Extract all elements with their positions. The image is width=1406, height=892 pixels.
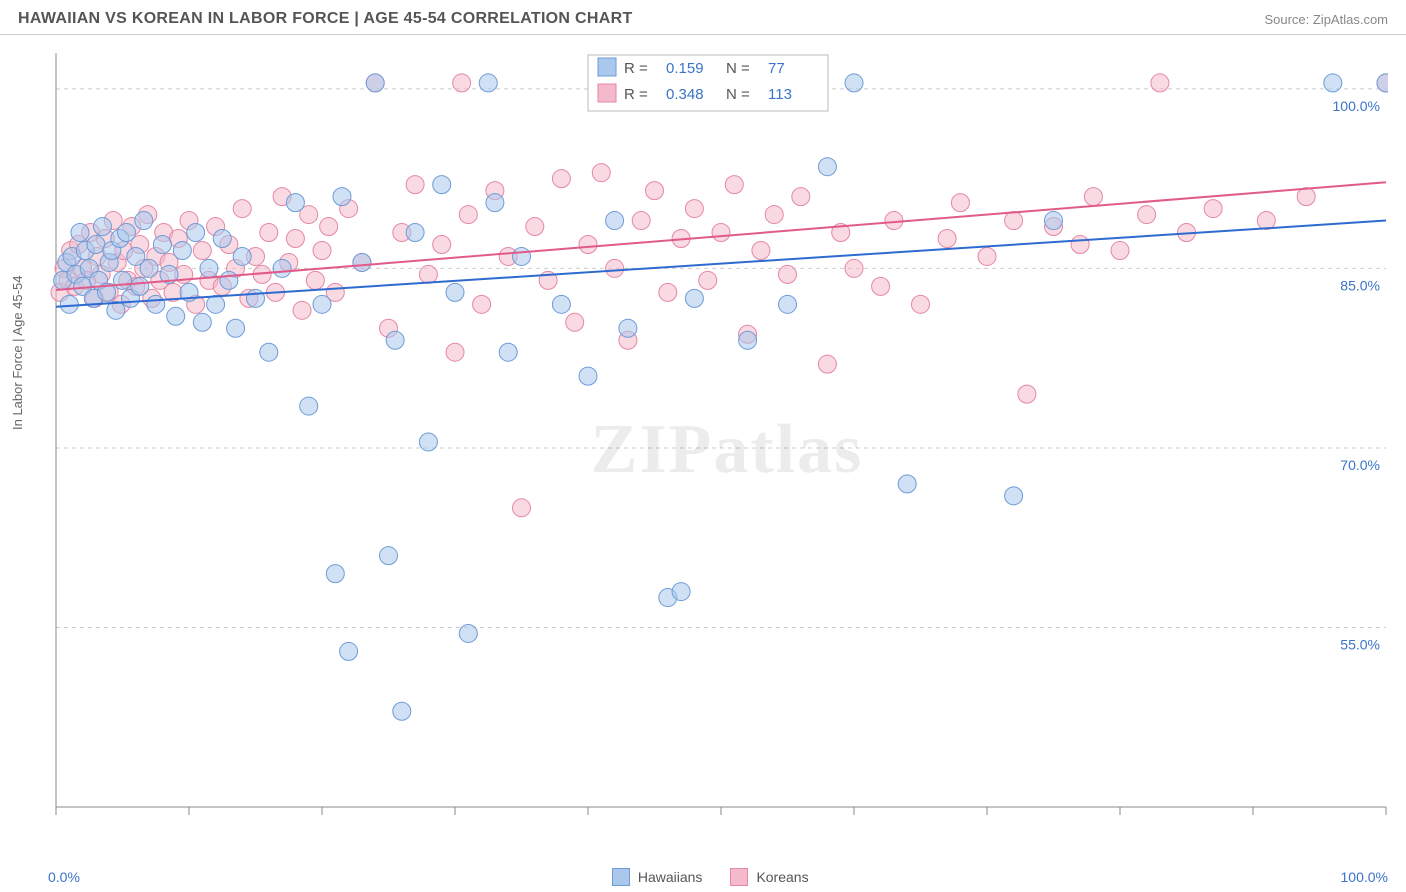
svg-text:0.159: 0.159: [666, 60, 704, 77]
legend-item-hawaiians: Hawaiians: [612, 868, 703, 886]
chart-footer: 0.0% Hawaiians Koreans 100.0%: [48, 868, 1388, 886]
svg-text:85.0%: 85.0%: [1340, 277, 1380, 293]
x-axis-min-label: 0.0%: [48, 869, 80, 885]
chart-header: HAWAIIAN VS KOREAN IN LABOR FORCE | AGE …: [0, 0, 1406, 34]
legend-label: Koreans: [756, 869, 808, 885]
chart-title: HAWAIIAN VS KOREAN IN LABOR FORCE | AGE …: [18, 10, 633, 28]
source-attribution: Source: ZipAtlas.com: [1264, 12, 1388, 27]
swatch-icon: [730, 868, 748, 886]
svg-text:70.0%: 70.0%: [1340, 457, 1380, 473]
svg-text:R =: R =: [624, 86, 648, 103]
legend-item-koreans: Koreans: [730, 868, 808, 886]
legend-label: Hawaiians: [638, 869, 703, 885]
svg-text:0.348: 0.348: [666, 86, 704, 103]
swatch-icon: [612, 868, 630, 886]
y-axis-label: In Labor Force | Age 45-54: [10, 276, 25, 430]
svg-text:77: 77: [768, 60, 785, 77]
scatter-chart: 55.0% 70.0% 85.0% 100.0% R = 0.159 N = 77 R = 0.3…: [48, 39, 1388, 829]
svg-text:R =: R =: [624, 60, 648, 77]
chart-area: 55.0% 70.0% 85.0% 100.0% R = 0.159 N = 77 R = 0.3…: [48, 39, 1406, 829]
svg-text:113: 113: [768, 86, 792, 103]
svg-text:N =: N =: [726, 60, 750, 77]
svg-text:100.0%: 100.0%: [1333, 98, 1380, 114]
svg-text:N =: N =: [726, 86, 750, 103]
header-divider: [0, 34, 1406, 35]
x-axis-max-label: 100.0%: [1341, 869, 1388, 885]
svg-text:55.0%: 55.0%: [1340, 636, 1380, 652]
bottom-legend: Hawaiians Koreans: [612, 868, 809, 886]
